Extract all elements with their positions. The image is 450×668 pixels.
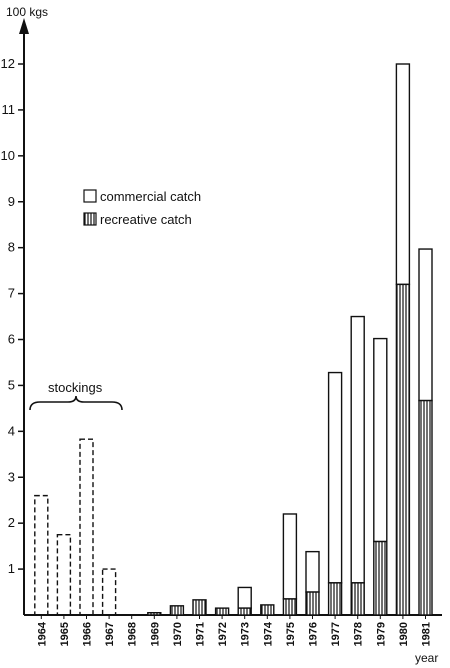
y-tick-label-5: 5: [8, 377, 15, 392]
legend-commercial-label: commercial catch: [100, 189, 201, 204]
x-tick-label-1973: 1973: [240, 622, 252, 646]
commercial-bar-1981: [418, 248, 433, 402]
y-tick-label-8: 8: [8, 240, 15, 255]
recreative-bar-1969: [147, 612, 162, 616]
y-tick-label-9: 9: [8, 194, 15, 209]
commercial-bar-1976: [305, 550, 320, 593]
x-tick-label-1968: 1968: [127, 622, 139, 646]
y-tick-label-6: 6: [8, 332, 15, 347]
recreative-bar-1974: [260, 604, 275, 616]
recreative-bar-1975: [282, 598, 298, 616]
recreative-bar-1970: [169, 605, 185, 616]
y-axis-arrow: [19, 18, 29, 34]
x-tick-label-1974: 1974: [262, 621, 274, 646]
x-tick-label-1975: 1975: [285, 622, 297, 646]
recreative-bar-1981: [418, 399, 433, 616]
x-tick-label-1967: 1967: [104, 622, 116, 646]
x-tick-label-1971: 1971: [195, 622, 207, 646]
bars: [34, 63, 433, 616]
recreative-bar-1979: [373, 540, 388, 616]
y-tick-label-4: 4: [8, 423, 15, 438]
stockings-brace: [29, 395, 123, 411]
legend-recreative-swatch: [83, 212, 97, 226]
x-tick-labels: 1964 1965 1966 1967 1968 1969 1970 1971 1972 1973…: [36, 615, 433, 646]
stockings-label: stockings: [48, 380, 103, 395]
stocking-bar-1964: [34, 494, 49, 616]
x-unit-label: year: [415, 651, 438, 665]
x-tick-label-1978: 1978: [353, 622, 365, 646]
commercial-bar-1980: [395, 63, 411, 286]
legend-recreative-label: recreative catch: [100, 212, 192, 227]
x-tick-label-1977: 1977: [330, 622, 342, 646]
y-tick-label-2: 2: [8, 515, 15, 530]
recreative-bar-1972: [214, 607, 230, 616]
stocking-bar-1965: [56, 533, 72, 616]
x-tick-label-1970: 1970: [172, 622, 184, 646]
x-tick-label-1969: 1969: [149, 622, 161, 646]
commercial-bar-1977: [327, 371, 343, 584]
y-tick-label-3: 3: [8, 469, 15, 484]
x-tick-label-1965: 1965: [59, 622, 71, 646]
y-tick-label-11: 11: [2, 102, 16, 117]
y-tick-label-10: 10: [1, 148, 15, 163]
recreative-bar-1977: [327, 582, 343, 616]
commercial-bar-1975: [282, 513, 298, 600]
y-tick-label-1: 1: [8, 561, 15, 576]
x-tick-label-1981: 1981: [421, 622, 433, 646]
x-tick-label-1966: 1966: [82, 622, 94, 646]
recreative-bar-1976: [305, 591, 320, 616]
y-tick-label-12: 12: [1, 56, 15, 71]
y-unit-label: 100 kgs: [6, 5, 48, 19]
x-tick-label-1972: 1972: [217, 622, 229, 646]
recreative-bar-1973: [237, 607, 252, 616]
recreative-bar-1971: [192, 599, 207, 616]
commercial-bar-1973: [237, 586, 252, 609]
y-tick-label-7: 7: [8, 286, 15, 301]
recreative-bar-1980: [395, 283, 411, 616]
commercial-bar-1978: [350, 315, 365, 584]
recreative-bar-1978: [350, 582, 365, 616]
x-tick-label-1976: 1976: [308, 622, 320, 646]
legend-commercial-swatch: [83, 189, 97, 203]
stocking-bar-1967: [101, 568, 117, 616]
legend: commercial catch recreative catch: [83, 189, 201, 227]
commercial-bar-1979: [373, 337, 388, 543]
x-tick-label-1964: 1964: [36, 621, 48, 646]
x-tick-label-1980: 1980: [398, 622, 410, 646]
x-tick-label-1979: 1979: [375, 622, 387, 646]
stocking-bar-1966: [79, 438, 94, 616]
